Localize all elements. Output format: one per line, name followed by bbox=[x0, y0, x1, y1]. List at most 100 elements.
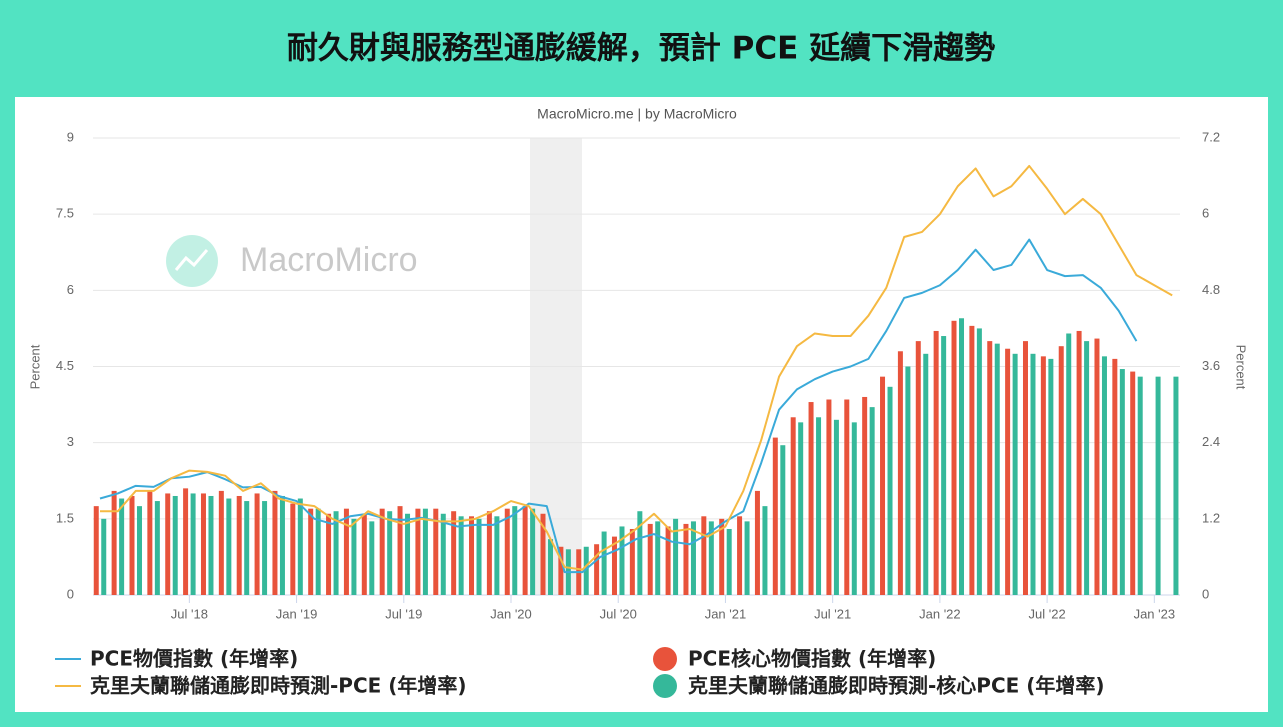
bar bbox=[154, 501, 160, 595]
bar bbox=[655, 521, 661, 595]
bar bbox=[297, 498, 303, 595]
watermark: MacroMicro bbox=[166, 235, 418, 287]
bar bbox=[1101, 356, 1107, 595]
x-tick-label: Jul '21 bbox=[814, 606, 851, 621]
y2-tick-label: 3.6 bbox=[1202, 358, 1220, 373]
bar bbox=[272, 490, 278, 595]
x-tick-label: Jul '18 bbox=[171, 606, 208, 621]
bar bbox=[540, 513, 546, 595]
bar bbox=[548, 539, 553, 595]
y2-tick-label: 7.2 bbox=[1202, 129, 1220, 144]
bar bbox=[236, 495, 242, 595]
y-tick-label: 0 bbox=[67, 586, 74, 601]
bar bbox=[780, 445, 786, 595]
legend: PCE物價指數 (年增率) PCE核心物價指數 (年增率) 克里夫蘭聯儲通膨即時預測… bbox=[55, 647, 1105, 698]
bar bbox=[851, 422, 857, 595]
x-tick-label: Jan '20 bbox=[490, 606, 532, 621]
y-tick-label: 9 bbox=[67, 129, 74, 144]
bar bbox=[451, 511, 457, 595]
bar bbox=[619, 526, 625, 595]
bar bbox=[1058, 346, 1064, 595]
bar bbox=[279, 495, 285, 595]
bar bbox=[379, 508, 385, 595]
line bbox=[100, 164, 1173, 571]
y2-tick-label: 2.4 bbox=[1202, 434, 1220, 449]
y-tick-label: 6 bbox=[67, 282, 74, 297]
bar bbox=[1040, 356, 1046, 595]
bar bbox=[351, 518, 357, 595]
bar bbox=[887, 386, 893, 595]
legend-symbol bbox=[653, 647, 677, 671]
y2-tick-label: 1.2 bbox=[1202, 510, 1220, 525]
bar bbox=[1137, 376, 1143, 595]
bar bbox=[690, 521, 696, 595]
bar bbox=[1030, 353, 1036, 595]
bar bbox=[808, 402, 814, 595]
bar bbox=[254, 493, 260, 595]
legend-label: PCE物價指數 (年增率) bbox=[90, 647, 298, 671]
x-tick-label: Jan '22 bbox=[919, 606, 961, 621]
bar bbox=[1012, 353, 1018, 595]
bar bbox=[361, 513, 367, 595]
bar bbox=[647, 523, 653, 595]
bar bbox=[343, 508, 349, 595]
bar bbox=[244, 501, 250, 595]
bar bbox=[458, 516, 464, 595]
bar bbox=[522, 506, 528, 595]
bar bbox=[1173, 376, 1179, 595]
bar bbox=[976, 328, 982, 595]
bar bbox=[1005, 348, 1011, 595]
bar bbox=[101, 518, 107, 595]
watermark-icon-line bbox=[174, 249, 209, 271]
legend-symbol bbox=[653, 674, 677, 698]
bar bbox=[683, 523, 689, 595]
bar bbox=[790, 417, 796, 595]
bar bbox=[226, 498, 232, 595]
bar bbox=[1022, 341, 1028, 595]
bar bbox=[422, 508, 428, 595]
bar bbox=[959, 318, 965, 595]
bar bbox=[504, 508, 510, 595]
bar bbox=[762, 506, 768, 595]
watermark-text: MacroMicro bbox=[240, 241, 418, 279]
bar bbox=[923, 353, 929, 595]
y-tick-label: 3 bbox=[67, 434, 74, 449]
bar bbox=[637, 511, 643, 595]
y-tick-label: 7.5 bbox=[56, 206, 74, 221]
bar bbox=[1130, 371, 1136, 595]
bar bbox=[987, 341, 993, 595]
bar bbox=[754, 490, 760, 595]
x-tick-label: Jul '19 bbox=[385, 606, 422, 621]
bar bbox=[880, 376, 886, 595]
bar bbox=[665, 526, 671, 595]
bar bbox=[1094, 338, 1100, 595]
bar bbox=[826, 399, 832, 595]
x-tick-label: Jul '22 bbox=[1029, 606, 1066, 621]
bar bbox=[512, 506, 518, 595]
bar bbox=[433, 508, 439, 595]
bar bbox=[941, 336, 947, 595]
bar bbox=[737, 516, 743, 595]
bar bbox=[708, 521, 714, 595]
y2-tick-label: 4.8 bbox=[1202, 282, 1220, 297]
bar bbox=[290, 503, 296, 595]
bar bbox=[719, 518, 725, 595]
bar bbox=[1155, 376, 1161, 595]
bar bbox=[111, 490, 117, 595]
y2-tick-label: 6 bbox=[1202, 206, 1209, 221]
bar bbox=[744, 521, 750, 595]
bar bbox=[1112, 358, 1118, 595]
bar bbox=[726, 528, 732, 595]
bar bbox=[326, 513, 332, 595]
bar bbox=[629, 528, 635, 595]
x-tick-label: Jul '20 bbox=[600, 606, 637, 621]
bar bbox=[1048, 358, 1054, 595]
bar bbox=[440, 513, 446, 595]
bar bbox=[530, 508, 536, 595]
x-tick-label: Jan '23 bbox=[1134, 606, 1176, 621]
x-tick-label: Jan '21 bbox=[705, 606, 747, 621]
bar bbox=[772, 437, 778, 595]
bar bbox=[405, 513, 411, 595]
bar bbox=[583, 546, 589, 595]
